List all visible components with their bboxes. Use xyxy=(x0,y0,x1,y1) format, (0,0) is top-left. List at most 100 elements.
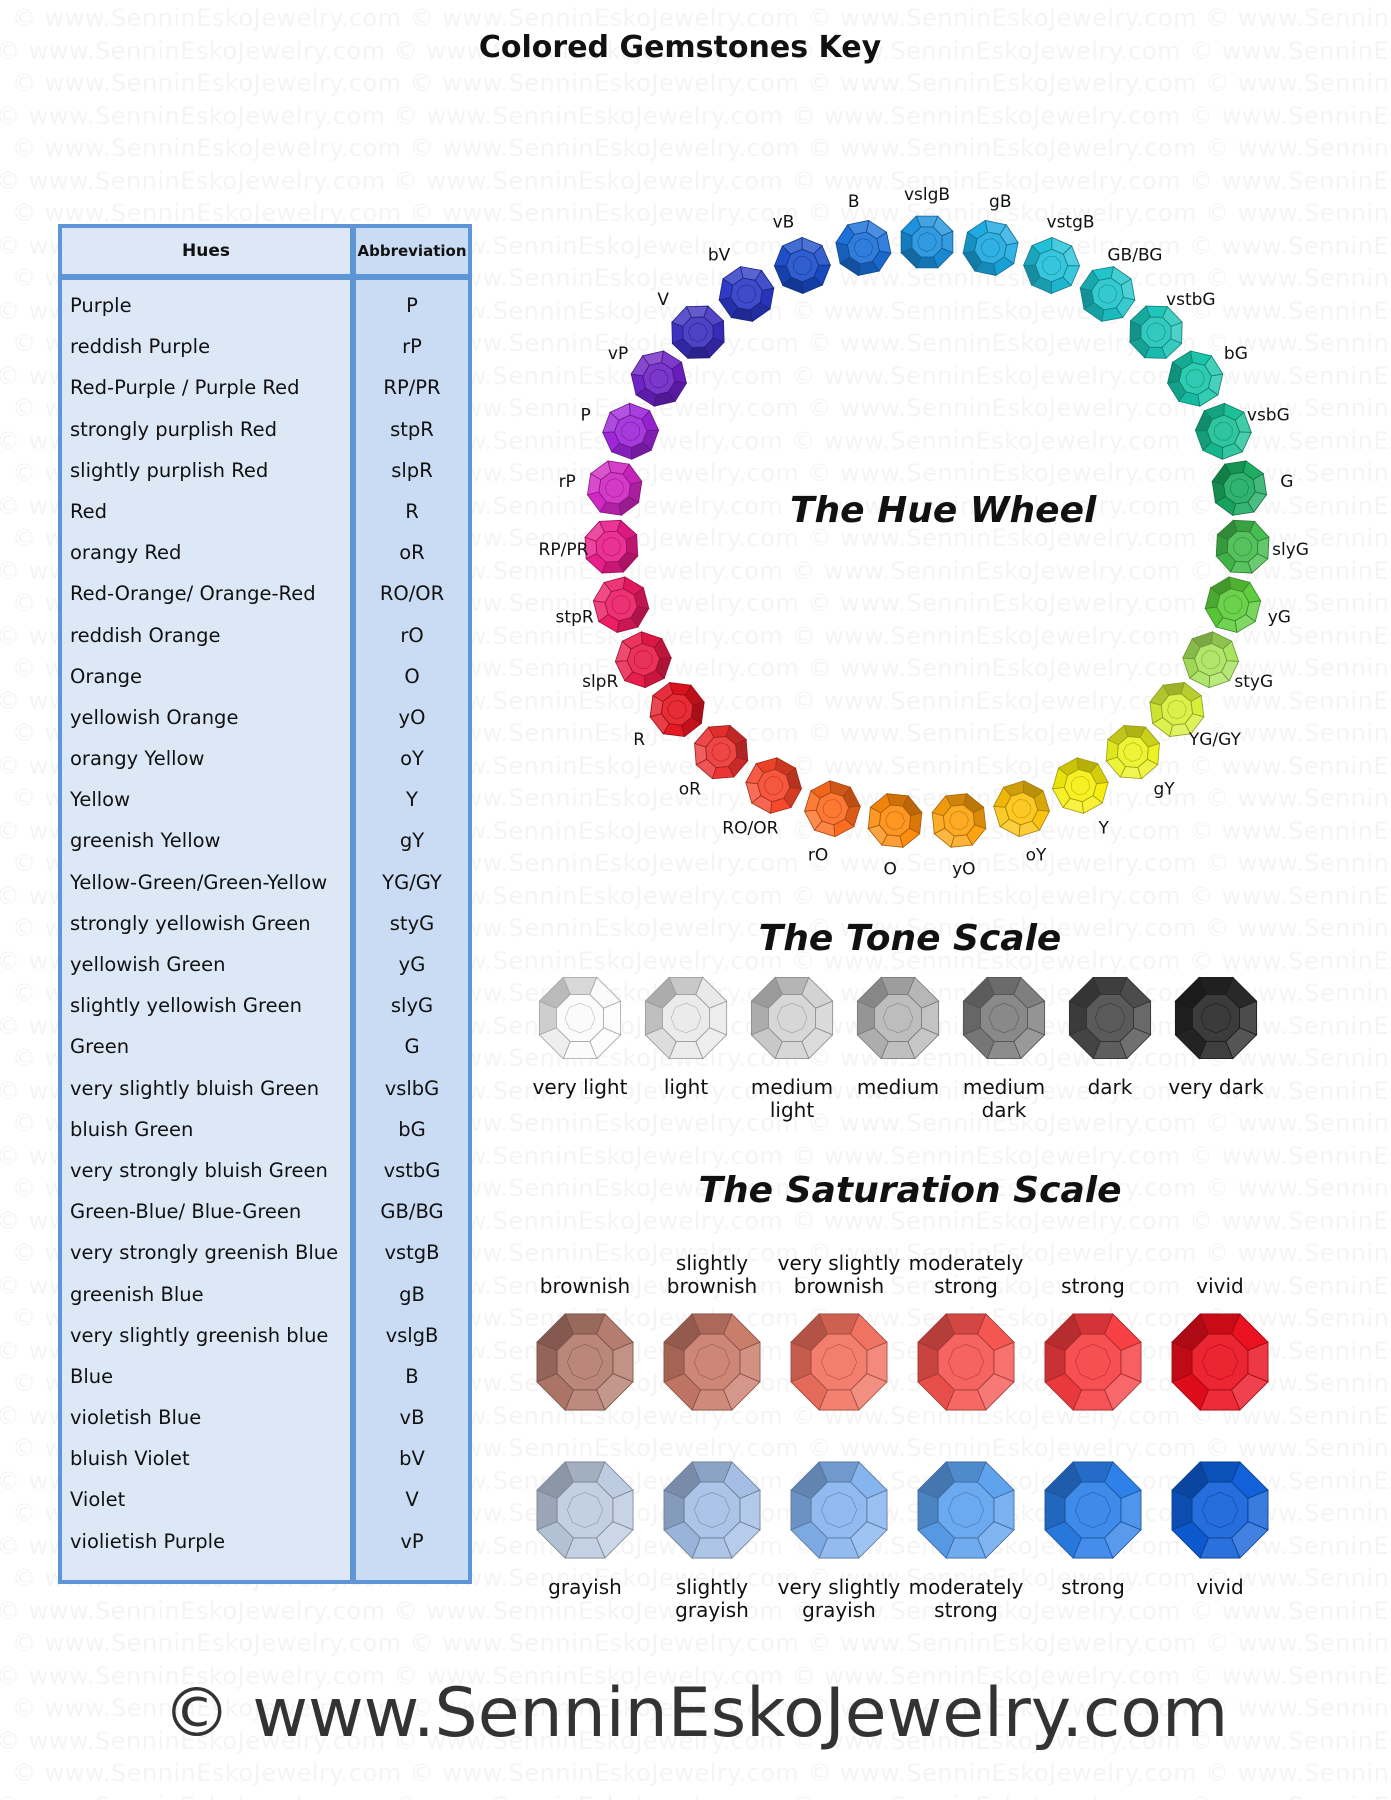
hue-name: slightly yellowish Green xyxy=(70,994,302,1018)
hue-abbreviation: O xyxy=(404,664,420,688)
hue-name: violetish Blue xyxy=(70,1406,202,1430)
hue-name: yellowish Orange xyxy=(70,705,239,729)
table-row: Yellow Y xyxy=(62,779,468,820)
hue-gem-o xyxy=(867,793,923,849)
hue-gem-vslgb xyxy=(900,215,954,269)
hue-gem-gb xyxy=(962,219,1019,277)
hue-gem-label: P xyxy=(581,406,591,426)
gem-facets xyxy=(790,1461,888,1559)
table-row: yellowish Green yG xyxy=(62,944,468,985)
hue-gem-label: B xyxy=(848,192,860,212)
hue-name: Yellow xyxy=(70,788,131,812)
gem-facets xyxy=(931,793,987,849)
hue-abbreviation: vslgB xyxy=(385,1323,439,1347)
saturation-blue-graphic xyxy=(536,1461,1269,1559)
table-row: bluish Violet bV xyxy=(62,1438,468,1479)
hue-gem-rp-pr xyxy=(584,519,639,574)
tone-scale-title: The Tone Scale xyxy=(758,918,1062,959)
hue-wheel-title: The Hue Wheel xyxy=(790,490,1097,531)
gem-facets xyxy=(750,976,834,1060)
table-row: orangy Red oR xyxy=(62,532,468,573)
hue-abbreviation: yO xyxy=(398,705,426,729)
hue-abbreviation: G xyxy=(404,1035,420,1059)
hue-name: greenish Yellow xyxy=(70,829,221,853)
hue-name: Red xyxy=(70,499,108,523)
gem-facets xyxy=(917,1313,1015,1411)
saturation-blue-gem-5 xyxy=(1171,1461,1269,1559)
gem-facets xyxy=(962,976,1046,1060)
hue-gem-label: styG xyxy=(1234,672,1273,692)
hue-name: Yellow-Green/Green-Yellow xyxy=(70,870,328,894)
hue-gem-label: vP xyxy=(608,344,628,364)
hue-abbreviation: vstbG xyxy=(383,1158,441,1182)
gem-facets xyxy=(1171,1461,1269,1559)
hue-gem-label: yO xyxy=(952,859,975,879)
gem-facets xyxy=(1068,976,1152,1060)
hue-gem-label: stpR xyxy=(556,608,594,628)
hue-name: Purple xyxy=(70,294,132,317)
gem-facets xyxy=(993,780,1051,838)
hue-abbreviation: slpR xyxy=(391,458,433,482)
table-row: bluish Green bG xyxy=(62,1109,468,1150)
gem-facets xyxy=(586,460,643,516)
header-divider xyxy=(62,274,468,280)
gem-facets xyxy=(745,757,803,815)
gem-facets xyxy=(773,236,831,295)
hue-gem-yg xyxy=(1204,576,1262,634)
hue-gem-b xyxy=(835,219,892,277)
tone-graphic xyxy=(538,976,1258,1060)
hue-gem-label: vstbG xyxy=(1166,290,1216,310)
table-row: Green G xyxy=(62,1026,468,1067)
gem-facets xyxy=(602,402,660,460)
hue-abbreviation: oY xyxy=(400,747,424,771)
tone-label: medium dark xyxy=(962,1075,1046,1122)
hue-gem-vb xyxy=(773,236,831,295)
gem-facets xyxy=(835,219,892,277)
gem-facets xyxy=(867,793,923,849)
hue-gem-bg xyxy=(1166,350,1224,407)
saturation-red-gem-2 xyxy=(790,1313,888,1411)
gem-facets xyxy=(1194,402,1252,460)
abbreviation-column-background xyxy=(356,228,468,1580)
table-row: yellowish Orange yO xyxy=(62,697,468,738)
tone-gem-1 xyxy=(644,976,728,1060)
hue-gem-bv xyxy=(718,265,775,323)
hue-gem-label: slyG xyxy=(1272,540,1309,560)
tone-label: dark xyxy=(1087,1075,1133,1099)
hue-name: bluish Green xyxy=(70,1117,194,1141)
saturation-red-gem-5 xyxy=(1171,1313,1269,1411)
gem-facets xyxy=(900,215,954,269)
hue-gem-label: yG xyxy=(1268,608,1291,628)
hue-gem-g xyxy=(1211,460,1268,516)
hue-abbreviation: oR xyxy=(399,541,425,565)
gem-facets xyxy=(1023,236,1081,295)
hue-name: reddish Orange xyxy=(70,623,221,647)
gem-facets xyxy=(1215,519,1270,574)
table-row: greenish Yellow gY xyxy=(62,820,468,861)
table-row: reddish Orange rO xyxy=(62,615,468,656)
gem-facets xyxy=(1129,305,1183,360)
hue-name: very strongly greenish Blue xyxy=(70,1241,339,1265)
gem-facets xyxy=(1149,681,1205,738)
hue-abbreviation: vP xyxy=(400,1529,424,1553)
saturation-blue-label: slightly grayish xyxy=(675,1575,749,1622)
table-row: Blue B xyxy=(62,1356,468,1397)
saturation-red-label: moderately strong xyxy=(908,1251,1024,1298)
gem-facets xyxy=(1174,976,1258,1060)
gem-facets xyxy=(649,681,705,738)
hue-gem-label: bV xyxy=(708,246,731,266)
column-divider xyxy=(350,228,356,1580)
gem-facets xyxy=(1211,460,1268,516)
tone-scale: very light light medium light medium medium … xyxy=(520,970,1380,1140)
gem-facets xyxy=(718,265,775,323)
hue-gem-stpr xyxy=(592,576,650,634)
gem-facets xyxy=(1171,1313,1269,1411)
tone-gem-4 xyxy=(962,976,1046,1060)
saturation-blue-gem-4 xyxy=(1044,1461,1142,1559)
hue-name: Green-Blue/ Blue-Green xyxy=(70,1200,302,1224)
hue-abbreviation: V xyxy=(405,1488,419,1512)
header-hues: Hues xyxy=(182,241,230,261)
table-row: violetish Blue vB xyxy=(62,1397,468,1438)
hue-gem-label: vslgB xyxy=(904,185,950,205)
